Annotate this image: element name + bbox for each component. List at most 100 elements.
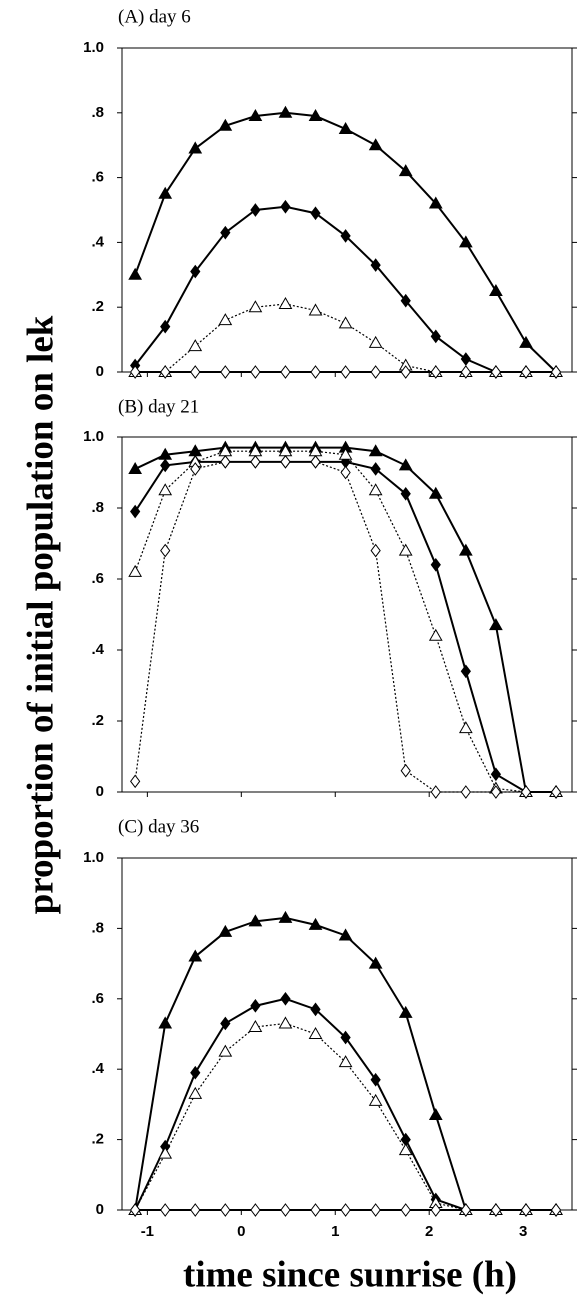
marker [550, 365, 562, 379]
marker [130, 774, 141, 789]
marker [460, 365, 471, 379]
marker [308, 109, 323, 122]
marker [248, 1019, 263, 1032]
y-tick-label: .2 [91, 712, 104, 729]
y-tick-label: .6 [91, 990, 104, 1007]
marker [158, 483, 173, 496]
marker [218, 118, 233, 131]
marker [160, 1203, 171, 1217]
marker [370, 543, 381, 558]
marker [370, 258, 381, 272]
plot-frame [121, 436, 573, 793]
marker [250, 455, 261, 469]
marker [278, 1016, 293, 1029]
x-tick-label: -1 [141, 1223, 154, 1240]
marker [338, 1055, 353, 1068]
marker [490, 365, 502, 379]
marker [220, 225, 231, 240]
marker [280, 455, 291, 469]
marker [340, 365, 351, 379]
panel-title: (C) day 36 [118, 816, 199, 837]
marker [280, 1203, 291, 1217]
marker [308, 1026, 323, 1039]
marker [250, 365, 261, 379]
marker [430, 785, 441, 799]
y-tick-label: 0 [96, 363, 104, 380]
marker [458, 543, 473, 556]
marker [490, 1203, 502, 1217]
marker [250, 203, 261, 217]
marker [428, 486, 443, 499]
marker [400, 486, 411, 501]
marker [158, 1146, 173, 1159]
marker [310, 455, 321, 469]
marker [340, 1030, 351, 1045]
marker [188, 1086, 203, 1099]
y-tick-label: .2 [91, 298, 104, 315]
marker [368, 138, 383, 151]
series-line [134, 1022, 557, 1211]
marker [368, 483, 383, 496]
marker [128, 564, 143, 577]
marker [368, 335, 383, 348]
marker [278, 296, 293, 309]
y-tick-label: .4 [91, 641, 104, 658]
marker [250, 1203, 261, 1217]
marker [188, 339, 203, 352]
marker [490, 785, 502, 799]
marker [278, 910, 293, 923]
y-tick-label: .4 [91, 1060, 104, 1077]
marker [400, 365, 411, 379]
marker [490, 767, 502, 782]
y-tick-label: 1.0 [83, 849, 104, 866]
marker [430, 557, 441, 572]
marker [370, 462, 381, 476]
marker [489, 618, 503, 631]
y-tick-label: 0 [96, 783, 104, 800]
marker [368, 1093, 383, 1106]
marker [220, 455, 231, 469]
marker [398, 543, 413, 556]
marker [280, 365, 291, 379]
marker [398, 1005, 413, 1018]
marker [160, 458, 171, 473]
marker [160, 319, 171, 334]
y-tick-label: .2 [91, 1131, 104, 1148]
marker [190, 365, 201, 379]
marker [310, 1002, 321, 1017]
panel-title: (B) day 21 [118, 396, 199, 417]
marker [370, 1203, 381, 1217]
marker [428, 196, 443, 209]
marker [308, 303, 323, 316]
marker [280, 199, 291, 214]
marker [398, 458, 413, 471]
marker [130, 1203, 141, 1217]
y-tick-label: 1.0 [83, 39, 104, 56]
series-line [134, 997, 557, 1211]
marker [338, 447, 353, 460]
marker [190, 1203, 201, 1217]
marker [460, 785, 471, 799]
x-axis-label: time since sunrise (h) [183, 1254, 517, 1295]
marker [519, 335, 533, 348]
marker [368, 444, 383, 457]
marker [160, 365, 171, 379]
marker [398, 1143, 413, 1156]
x-tick-label: 1 [331, 1223, 339, 1240]
marker [428, 1107, 443, 1120]
marker [520, 365, 532, 379]
marker [458, 721, 473, 734]
marker [190, 264, 201, 279]
marker [130, 504, 141, 519]
marker [310, 206, 321, 221]
marker [248, 914, 263, 927]
marker [460, 664, 471, 679]
marker [218, 313, 233, 326]
marker [220, 365, 231, 379]
x-tick-label: 2 [425, 1223, 433, 1240]
marker [460, 352, 471, 366]
marker [218, 1044, 233, 1057]
marker [550, 785, 562, 799]
y-tick-label: .8 [91, 499, 104, 516]
marker [340, 465, 351, 480]
